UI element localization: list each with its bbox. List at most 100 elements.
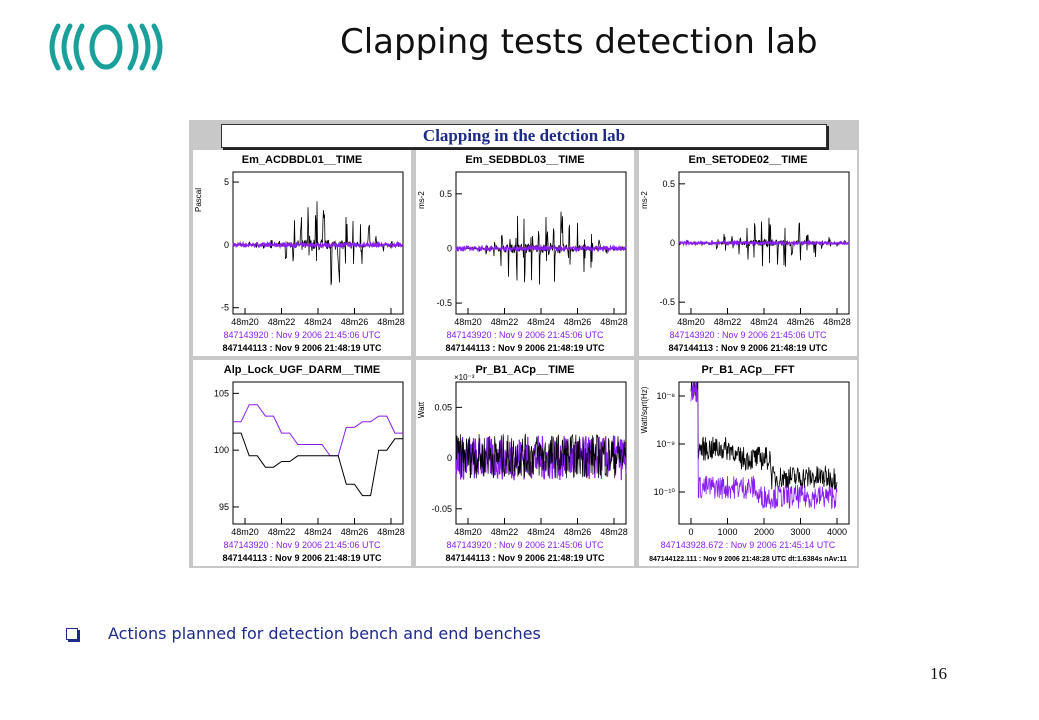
- y-tick-label: 0.5: [439, 189, 452, 199]
- bullet-text: Actions planned for detection bench and …: [108, 624, 541, 643]
- y-tick-label: 0: [224, 240, 229, 250]
- y-tick-label: -0.5: [436, 298, 452, 308]
- plot-frame: [455, 171, 627, 315]
- y-tick-label: 0: [447, 243, 452, 253]
- series-violet-line: [232, 240, 404, 250]
- y-tick-label: 105: [214, 388, 229, 398]
- pad-2: Em_SETODE02__TIME ms-2 0.5 0 -0.5 48m20 48m22 4…: [639, 150, 857, 356]
- x-tick-label: 48m28: [823, 317, 851, 327]
- footer-start-time: 847143920 : Nov 9 2006 21:45:06 UTC: [446, 540, 604, 550]
- pad-svg-5: Pr_B1_ACp__FFT Watt/sqrt(Hz) 10⁻⁸ 10⁻⁹ 10⁻¹⁰…: [640, 364, 850, 563]
- plot-frame: [232, 381, 404, 525]
- x-tick-label: 48m22: [268, 527, 296, 537]
- pad-1: Em_SEDBDL03__TIME ms-2 0.5 0 -0.5 48m20 48m22 4…: [416, 150, 634, 356]
- x-tick-label: 1000: [717, 527, 737, 537]
- footer-end-time: 847144113 : Nov 9 2006 21:48:19 UTC: [222, 343, 382, 353]
- checkbox-bullet-icon: [66, 628, 78, 640]
- footer-start-time: 847143920 : Nov 9 2006 21:45:06 UTC: [669, 330, 827, 340]
- chart-title: Alp_Lock_UGF_DARM__TIME: [224, 364, 380, 376]
- chart-title: Pr_B1_ACp__TIME: [475, 364, 574, 376]
- x-tick-label: 48m24: [304, 317, 332, 327]
- bullet-item: Actions planned for detection bench and …: [66, 624, 541, 643]
- x-tick-label: 48m20: [231, 527, 259, 537]
- pad-0: Em_ACDBDL01__TIME Pascal 5 0 -5 48m20 48m22 48m…: [193, 150, 411, 356]
- x-tick-label: 48m20: [454, 527, 482, 537]
- y-tick-label: -0.05: [431, 504, 452, 514]
- x-tick-label: 2000: [754, 527, 774, 537]
- series-black-line: [455, 433, 627, 479]
- series-black-line: [690, 381, 838, 491]
- x-tick-label: 0: [688, 527, 693, 537]
- footer-end-time: 847144113 : Nov 9 2006 21:48:19 UTC: [222, 553, 382, 563]
- y-tick-label: 100: [214, 445, 229, 455]
- x-tick-label: 48m22: [491, 317, 519, 327]
- y-tick-label: 10⁻⁸: [656, 391, 675, 401]
- y-tick-label: 0: [670, 238, 675, 248]
- slide-title: Clapping tests detection lab: [340, 22, 818, 62]
- y-axis-label: ms-2: [417, 191, 426, 209]
- x-tick-label: 48m20: [454, 317, 482, 327]
- pad-5: Pr_B1_ACp__FFT Watt/sqrt(Hz) 10⁻⁸ 10⁻⁹ 10⁻¹⁰…: [639, 360, 857, 566]
- x-tick-label: 48m28: [600, 317, 628, 327]
- pad-svg-3: Alp_Lock_UGF_DARM__TIME 105 100 95 48m20 48m2…: [214, 364, 405, 563]
- y-axis-exponent: ×10⁻³: [454, 373, 475, 382]
- footer-end-time: 847144113 : Nov 9 2006 21:48:19 UTC: [445, 343, 605, 353]
- x-tick-label: 48m26: [564, 527, 592, 537]
- y-tick-label: 0: [447, 453, 452, 463]
- y-axis-label: Watt: [417, 401, 426, 418]
- y-tick-label: 10⁻¹⁰: [654, 487, 676, 497]
- x-tick-label: 48m20: [677, 317, 705, 327]
- footer-end-time: 847144122.111 : Nov 9 2006 21:48:28 UTC …: [649, 556, 847, 563]
- x-tick-label: 48m22: [491, 527, 519, 537]
- x-tick-label: 48m24: [304, 527, 332, 537]
- y-axis-label: Pascal: [194, 188, 203, 212]
- pad-4: Pr_B1_ACp__TIME Watt ×10⁻³ 0.05 0 -0.05 48m20 4…: [416, 360, 634, 566]
- x-tick-label: 48m20: [231, 317, 259, 327]
- virgo-logo: [49, 23, 163, 71]
- series-black-line: [233, 432, 403, 497]
- pad-3: Alp_Lock_UGF_DARM__TIME 105 100 95 48m20 48m2…: [193, 360, 411, 566]
- x-tick-label: 48m22: [714, 317, 742, 327]
- chart-title: Em_SETODE02__TIME: [688, 154, 807, 166]
- y-tick-label: 95: [219, 502, 229, 512]
- figure-canvas: Clapping in the detction lab Em_ACDBDL01…: [189, 120, 859, 568]
- x-tick-label: 3000: [790, 527, 810, 537]
- footer-end-time: 847144113 : Nov 9 2006 21:48:19 UTC: [445, 553, 605, 563]
- x-tick-label: 48m26: [564, 317, 592, 327]
- y-tick-label: 0.05: [434, 402, 452, 412]
- y-tick-label: -5: [221, 303, 229, 313]
- x-tick-label: 48m24: [527, 317, 555, 327]
- series-violet-line: [455, 243, 627, 253]
- x-tick-label: 4000: [827, 527, 847, 537]
- pad-svg-4: Pr_B1_ACp__TIME Watt ×10⁻³ 0.05 0 -0.05 48m20 4…: [417, 364, 628, 563]
- series-violet-line: [233, 404, 403, 457]
- x-tick-label: 48m26: [341, 317, 369, 327]
- x-tick-label: 48m26: [787, 317, 815, 327]
- footer-start-time: 847143920 : Nov 9 2006 21:45:06 UTC: [223, 330, 381, 340]
- x-tick-label: 48m24: [750, 317, 778, 327]
- x-tick-label: 48m22: [268, 317, 296, 327]
- chart-title: Em_SEDBDL03__TIME: [465, 154, 584, 166]
- y-tick-label: 0.5: [662, 179, 675, 189]
- footer-end-time: 847144113 : Nov 9 2006 21:48:19 UTC: [668, 343, 828, 353]
- series-violet-line: [690, 381, 838, 510]
- figure-banner: Clapping in the detction lab: [221, 124, 827, 148]
- footer-start-time: 847143928.672 : Nov 9 2006 21:45:14 UTC: [661, 540, 836, 550]
- y-tick-label: -0.5: [659, 297, 675, 307]
- page-number: 16: [930, 664, 947, 683]
- x-tick-label: 48m28: [600, 527, 628, 537]
- x-tick-label: 48m24: [527, 527, 555, 537]
- x-tick-label: 48m28: [377, 317, 405, 327]
- y-axis-label: ms-2: [640, 191, 649, 209]
- series-violet-line: [678, 239, 850, 247]
- x-tick-label: 48m26: [341, 527, 369, 537]
- chart-title: Em_ACDBDL01__TIME: [242, 154, 362, 166]
- chart-title: Pr_B1_ACp__FFT: [702, 364, 795, 376]
- footer-start-time: 847143920 : Nov 9 2006 21:45:06 UTC: [223, 540, 381, 550]
- footer-start-time: 847143920 : Nov 9 2006 21:45:06 UTC: [446, 330, 604, 340]
- x-tick-label: 48m28: [377, 527, 405, 537]
- y-tick-label: 10⁻⁹: [656, 439, 675, 449]
